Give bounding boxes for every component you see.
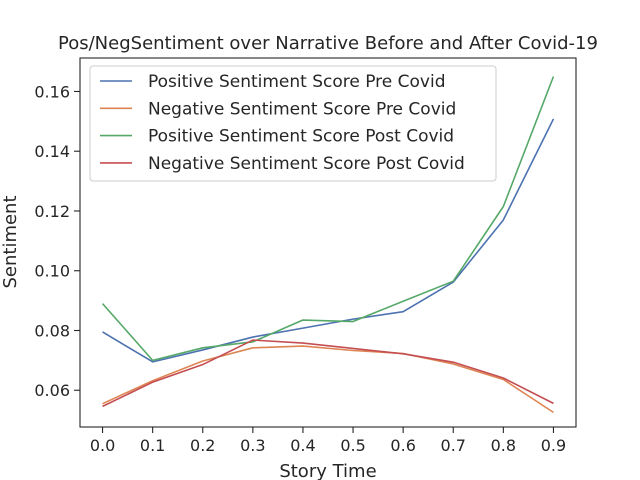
- chart-title: Pos/NegSentiment over Narrative Before a…: [58, 33, 598, 54]
- x-tick-label: 0.9: [541, 436, 566, 455]
- x-tick-label: 0.7: [441, 436, 466, 455]
- x-tick-label: 0.5: [340, 436, 365, 455]
- y-tick-label: 0.12: [34, 202, 70, 221]
- x-tick-label: 0.2: [190, 436, 215, 455]
- x-tick-label: 0.1: [140, 436, 165, 455]
- series-line-4: [102, 339, 554, 408]
- legend-label: Positive Sentiment Score Pre Covid: [148, 72, 446, 92]
- plot-area-frame: [79, 57, 577, 428]
- legend-box: [89, 65, 497, 182]
- x-tick-label: 0.0: [90, 436, 115, 455]
- legend-label: Positive Sentiment Score Post Covid: [148, 127, 454, 147]
- series-line-1: [102, 118, 555, 363]
- y-tick-label: 0.14: [34, 142, 70, 161]
- legend-label: Negative Sentiment Score Post Covid: [148, 154, 465, 174]
- y-tick-label: 0.10: [34, 262, 70, 281]
- series-line-2: [102, 345, 554, 414]
- x-tick-label: 0.8: [491, 436, 516, 455]
- legend-label: Negative Sentiment Score Pre Covid: [148, 99, 456, 119]
- legend: Positive Sentiment Score Pre Covid Negati…: [89, 65, 497, 182]
- x-axis-label: Story Time: [279, 461, 376, 480]
- y-tick-label: 0.08: [34, 321, 70, 340]
- y-axis-label: Sentiment: [0, 195, 21, 288]
- y-tick-label: 0.16: [34, 82, 70, 101]
- x-tick-label: 0.3: [240, 436, 265, 455]
- series-line-3: [101, 76, 555, 362]
- y-tick-label: 0.06: [34, 381, 70, 400]
- x-tick-label: 0.4: [290, 436, 315, 455]
- x-tick-label: 0.6: [390, 436, 415, 455]
